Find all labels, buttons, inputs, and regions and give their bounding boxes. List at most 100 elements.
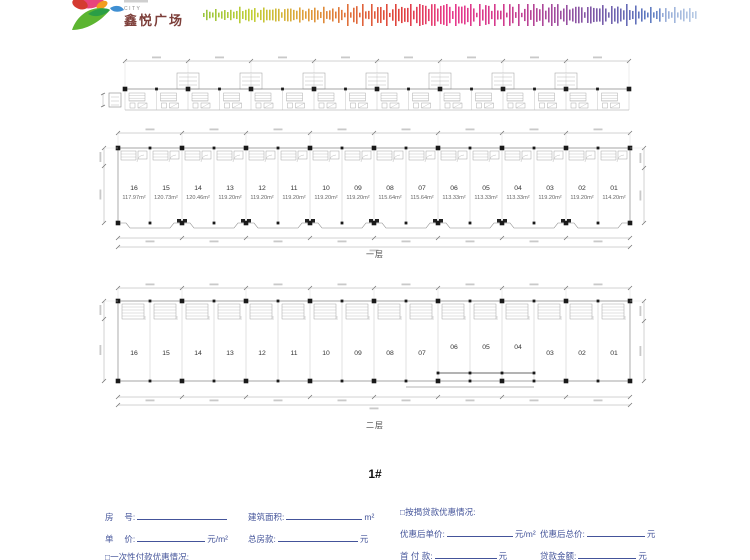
- waveform-bar: [668, 11, 670, 19]
- unit-price-field: [137, 534, 206, 542]
- waveform-bar: [371, 4, 373, 26]
- logo-city-text: CITY: [124, 6, 141, 12]
- waveform-bar: [464, 5, 466, 25]
- waveform-bar: [497, 10, 499, 20]
- stair-run: [506, 92, 524, 102]
- waveform-bar: [566, 4, 568, 26]
- waveform-bar: [512, 6, 514, 24]
- waveform-bar: [305, 11, 307, 19]
- waveform-bar: [215, 8, 217, 22]
- loan-amount-row: 贷款金额: 元: [540, 550, 647, 560]
- waveform-bar: [653, 12, 655, 18]
- waveform-bar: [368, 10, 370, 20]
- unit-number: 05: [482, 185, 490, 192]
- waveform-bar: [377, 7, 379, 23]
- waveform-bar: [287, 8, 289, 22]
- waveform-bar: [434, 4, 436, 26]
- storefront-recess: [246, 222, 310, 229]
- waveform-bar: [542, 4, 544, 26]
- unit-number: 06: [450, 344, 458, 351]
- waveform-bar: [518, 4, 520, 26]
- unit-number: 08: [386, 350, 394, 357]
- waveform-bar: [599, 8, 601, 22]
- total-price-row: 总房款: 元: [248, 533, 368, 545]
- unit-number: 04: [514, 344, 522, 351]
- total-price-label: 总房款:: [248, 534, 276, 544]
- door-leaf: [183, 219, 187, 223]
- unit-area: 119.20m²: [346, 195, 369, 201]
- waveform-bar: [242, 11, 244, 19]
- down-payment-unit: 元: [498, 551, 508, 560]
- stair-run: [184, 150, 201, 161]
- door-swing: [168, 154, 177, 163]
- waveform-bar: [413, 10, 415, 20]
- door-leaf: [433, 219, 437, 223]
- waveform-bar: [239, 6, 241, 24]
- door-swing: [424, 154, 433, 163]
- unit-number: 14: [194, 185, 202, 192]
- unit-number: 10: [322, 185, 330, 192]
- door-swing: [360, 154, 369, 163]
- waveform-bar: [476, 12, 478, 18]
- waveform-bar: [650, 6, 652, 24]
- door-leaf: [375, 219, 379, 223]
- unit-number: 15: [162, 185, 170, 192]
- waveform-bar: [353, 7, 355, 23]
- waveform-bar: [206, 9, 208, 21]
- down-payment-row: 首 付 款: 元: [400, 550, 507, 560]
- waveform-bar: [290, 8, 292, 22]
- stair-run: [380, 92, 398, 102]
- waveform-bar: [266, 9, 268, 21]
- waveform-bar: [452, 11, 454, 19]
- waveform-bar: [272, 9, 274, 21]
- unit-number: 10: [322, 350, 330, 357]
- waveform-bar: [551, 4, 553, 26]
- door-swing: [584, 154, 593, 163]
- unit-area: 120.46m²: [186, 195, 210, 201]
- waveform-bar: [467, 7, 469, 23]
- waveform-bar: [374, 11, 376, 19]
- stair-run: [217, 303, 241, 320]
- waveform-bar: [581, 7, 583, 23]
- area-row: 建筑面积: m²: [248, 511, 374, 523]
- stair-run: [254, 92, 272, 102]
- waveform-bar: [386, 4, 388, 26]
- waveform-bar: [626, 4, 628, 26]
- door-leaf: [561, 219, 565, 223]
- waveform-bar: [575, 6, 577, 24]
- waveform-bar: [299, 7, 301, 23]
- total-price-field: [277, 534, 358, 542]
- stair-run: [537, 303, 561, 320]
- waveform-bar: [473, 8, 475, 22]
- building-number-label: 1#: [368, 467, 382, 481]
- waveform-bar: [344, 12, 346, 18]
- unit-number: 09: [354, 350, 362, 357]
- waveform-bar: [659, 8, 661, 22]
- stair-run: [376, 150, 393, 161]
- waveform-bar: [362, 4, 364, 26]
- waveform-bar: [296, 10, 298, 20]
- waveform-bar: [665, 8, 667, 22]
- stair-run: [345, 303, 369, 320]
- waveform-bar: [335, 11, 337, 19]
- waveform-bar: [692, 12, 694, 18]
- waveform-bar: [260, 9, 262, 21]
- waveform-bar: [320, 11, 322, 19]
- waveform-bar: [458, 6, 460, 24]
- door-swing: [392, 154, 401, 163]
- waveform-bar: [398, 8, 400, 22]
- stair-run: [216, 150, 233, 161]
- door-swing: [232, 154, 241, 163]
- waveform-bar: [485, 5, 487, 25]
- stair-run: [473, 303, 497, 320]
- storefront-recess: [502, 222, 566, 229]
- waveform-bar: [506, 12, 508, 18]
- waveform-bar: [380, 6, 382, 24]
- waveform-bar: [677, 12, 679, 18]
- logo: CITY 鑫悦广场: [58, 0, 198, 36]
- waveform-bar: [257, 12, 259, 18]
- waveform-bar: [350, 12, 352, 18]
- stair-run: [443, 92, 461, 102]
- stair-run: [121, 303, 145, 320]
